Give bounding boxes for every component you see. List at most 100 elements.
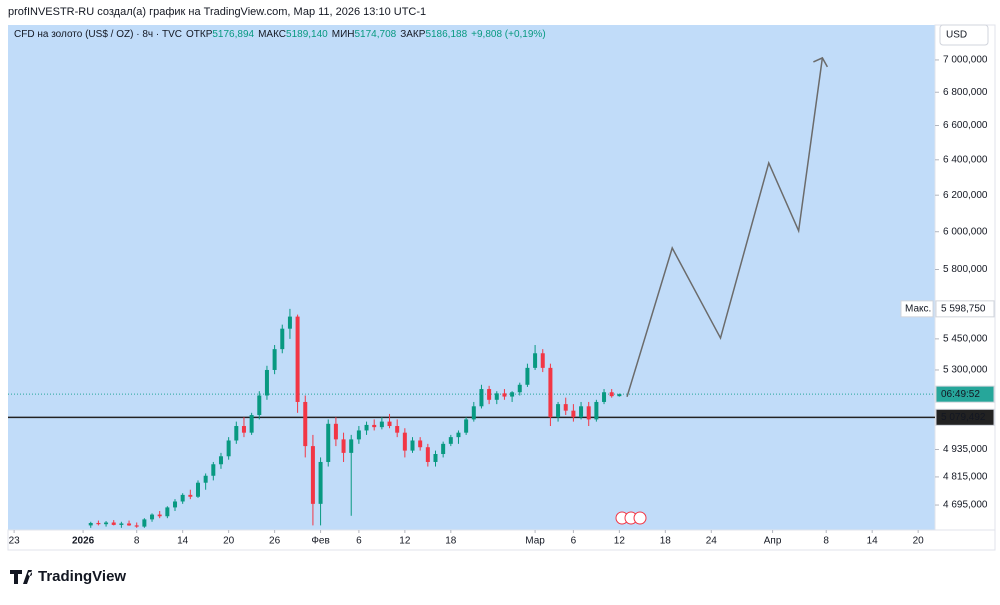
candle-body <box>264 369 269 396</box>
candle-body <box>349 439 354 453</box>
plot <box>8 57 935 528</box>
y-tick-label: 6 600,000 <box>943 120 988 131</box>
candle-body <box>556 404 561 418</box>
candle-body <box>356 430 361 440</box>
candle-body <box>525 367 530 385</box>
candle-body <box>586 406 591 420</box>
candle-body <box>395 426 400 433</box>
y-tick-label: 7 000,000 <box>943 55 988 66</box>
candle-body <box>471 406 476 420</box>
x-tick-label: Апр <box>764 536 782 547</box>
candle-body <box>218 456 223 465</box>
x-tick-label: 18 <box>445 536 457 547</box>
candle-body <box>364 424 369 431</box>
candle-body <box>195 482 200 497</box>
candle-body <box>609 392 614 397</box>
x-tick-label: 12 <box>614 536 626 547</box>
candle-body <box>226 440 231 457</box>
x-tick-label: 8 <box>134 536 140 547</box>
x-tick-label: 6 <box>571 536 577 547</box>
legend: CFD на золото (US$ / OZ) · 8ч · TVC ОТКР5… <box>14 29 546 40</box>
y-tick-label: 6 000,000 <box>943 226 988 237</box>
candle-body <box>571 410 576 418</box>
candle-body <box>448 437 453 444</box>
chart-pane <box>8 25 935 530</box>
candle-body <box>150 514 155 520</box>
max-price-label: 5 598,750 <box>941 303 986 314</box>
y-tick-label: 6 200,000 <box>943 190 988 201</box>
arrow-head <box>813 56 829 68</box>
legend-change: +9,808 (+0,19%) <box>471 29 546 40</box>
candle-body <box>425 447 430 462</box>
y-tick-label: 5 450,000 <box>943 334 988 345</box>
candle-body <box>533 353 538 368</box>
candle-body <box>418 440 423 448</box>
candle-body <box>326 423 331 462</box>
x-tick-label: 23 <box>9 536 21 547</box>
x-tick-label: 14 <box>867 536 879 547</box>
candle-body <box>180 494 185 502</box>
x-tick-label: 24 <box>706 536 718 547</box>
candle-body <box>287 316 292 329</box>
candle-body <box>104 522 109 525</box>
projection-line <box>626 57 824 397</box>
candle-body <box>387 421 392 427</box>
candle-body <box>563 404 568 411</box>
candle-body <box>134 525 139 527</box>
candle-body <box>295 316 300 402</box>
legend-key: МИН <box>332 29 355 40</box>
hline-price-label: 5 079,492 <box>941 412 986 423</box>
symbol: CFD на золото (US$ / OZ) · 8ч · TVC <box>14 29 182 40</box>
events[interactable] <box>615 511 647 525</box>
candle-body <box>111 522 116 525</box>
countdown-label: 06:49:52 <box>941 389 980 400</box>
candle-body <box>502 393 507 397</box>
y-tick-label: 5 800,000 <box>943 264 988 275</box>
x-tick-label: 2026 <box>72 536 95 547</box>
x-tick-label: 14 <box>177 536 189 547</box>
x-tick-label: 20 <box>223 536 235 547</box>
candle-body <box>280 328 285 350</box>
candle-body <box>173 501 178 508</box>
x-tick-label: Мар <box>525 536 545 547</box>
candle-body <box>318 461 323 504</box>
candle-body <box>142 519 147 527</box>
currency[interactable]: USD <box>946 30 967 41</box>
logo: TradingView <box>10 568 126 585</box>
candle-body <box>127 523 132 526</box>
candle-body <box>510 392 515 397</box>
candle-body <box>517 384 522 393</box>
x-tick-label: 18 <box>660 536 672 547</box>
candle-body <box>494 393 499 400</box>
candle-body <box>372 424 377 428</box>
candle-body <box>303 401 308 447</box>
header: profINVESTR-RU создал(а) график на Tradi… <box>8 6 426 18</box>
x-tick-label: 12 <box>399 536 411 547</box>
max-tag: Макс. <box>905 303 931 314</box>
candle-body <box>402 432 407 451</box>
legend-key: МАКС <box>258 29 286 40</box>
candle-body <box>333 423 338 440</box>
candle-body <box>257 395 262 416</box>
candle-body <box>119 523 124 525</box>
x-tick-label: 20 <box>913 536 925 547</box>
logo-text: TradingView <box>38 568 126 585</box>
countdown-box <box>935 385 995 403</box>
currency-button[interactable] <box>939 24 989 46</box>
x-tick-label: 8 <box>823 536 829 547</box>
y-tick-label: 6 800,000 <box>943 87 988 98</box>
candle-body <box>456 432 461 438</box>
candle-body <box>487 389 492 400</box>
candle-body <box>88 522 93 526</box>
candle-body <box>617 394 622 397</box>
candle-body <box>441 443 446 455</box>
candle-body <box>548 367 553 418</box>
candle-body <box>188 494 193 497</box>
hline-price-box <box>935 408 995 426</box>
time-axis <box>7 529 996 551</box>
y-tick-label: 5 300,000 <box>943 365 988 376</box>
x-tick-label: Фев <box>311 536 329 547</box>
candle-body <box>579 406 584 418</box>
price-axis <box>934 24 996 531</box>
